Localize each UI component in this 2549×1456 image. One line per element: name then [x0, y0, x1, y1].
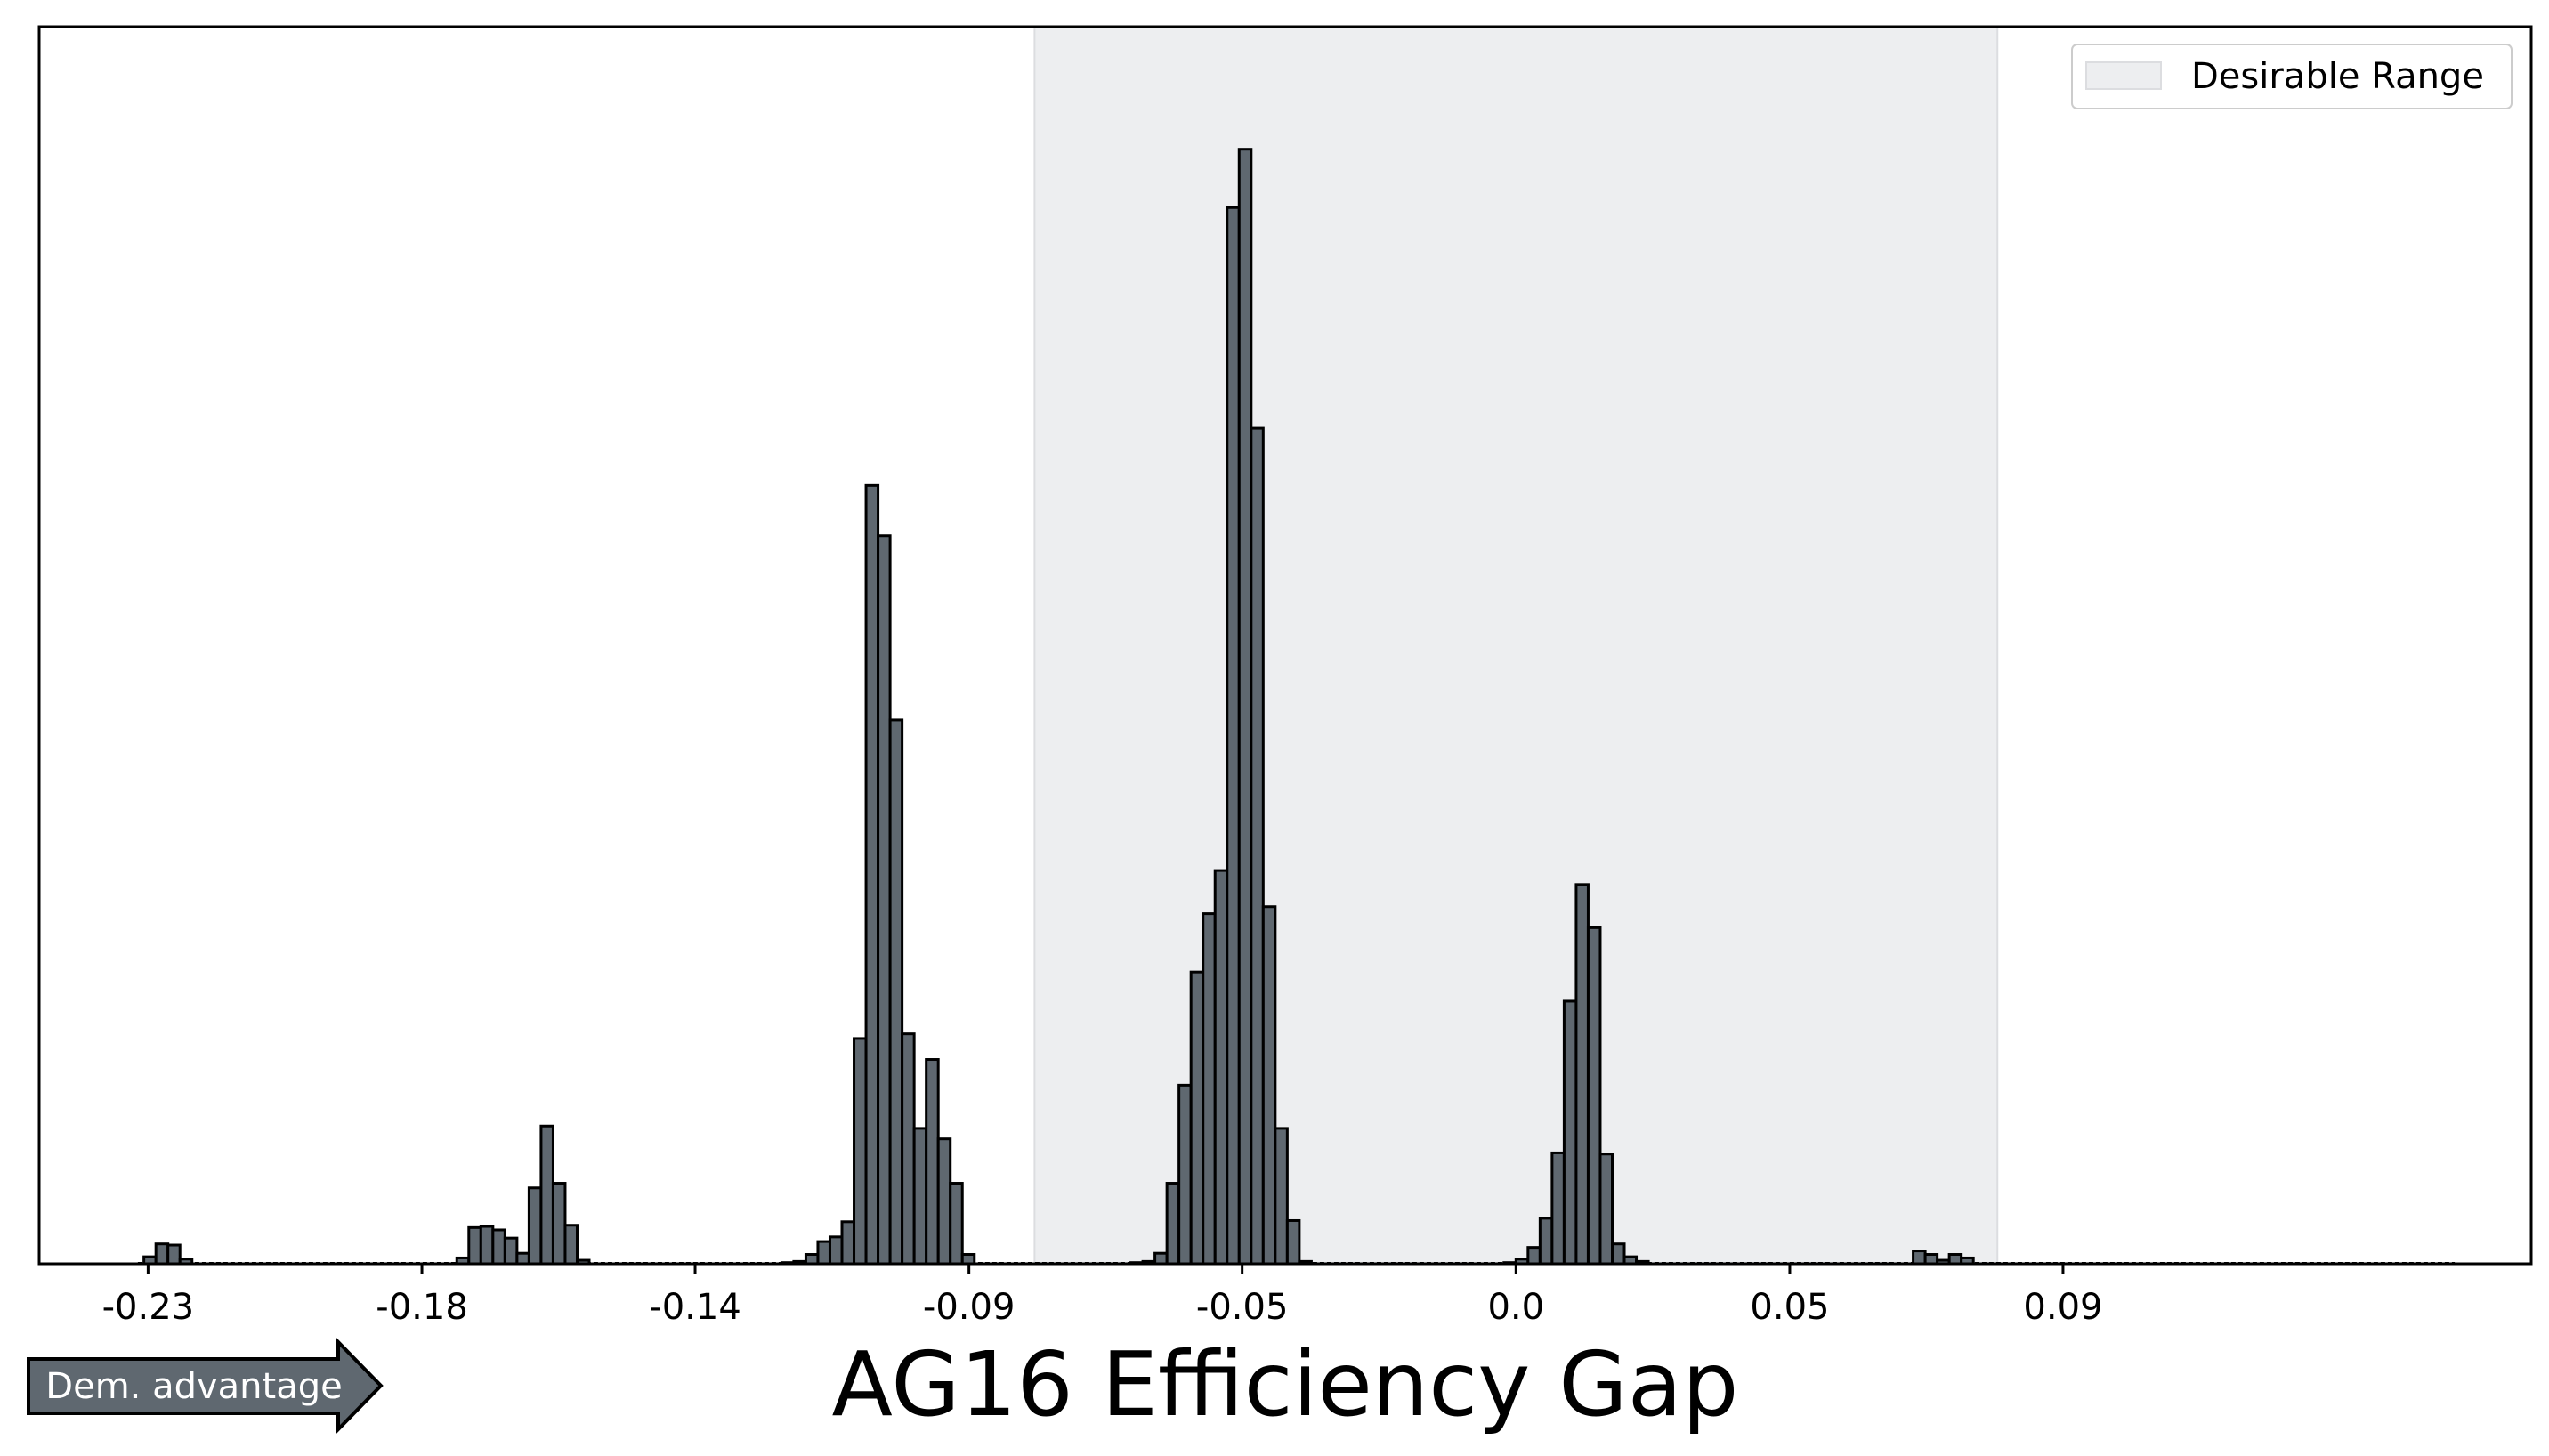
histogram-bar: [1261, 905, 1277, 1266]
histogram-bar: [1226, 206, 1241, 1266]
histogram-bar: [1274, 1127, 1289, 1266]
histogram-bar: [1213, 869, 1229, 1266]
histogram-bar: [1923, 1253, 1939, 1266]
histogram-bar: [960, 1253, 976, 1266]
histogram-bar: [1189, 970, 1205, 1266]
histogram-bar: [1165, 1182, 1181, 1266]
histogram-bar: [888, 718, 904, 1266]
histogram-bar: [527, 1186, 543, 1266]
histogram-bar: [828, 1235, 844, 1266]
x-tick-label: -0.14: [649, 1287, 741, 1328]
histogram-bar: [563, 1224, 579, 1266]
histogram-bar: [1538, 1217, 1554, 1266]
histogram-bar: [840, 1220, 856, 1266]
dem-advantage-arrow: Dem. advantage: [27, 1338, 384, 1434]
histogram-bar: [1574, 883, 1590, 1266]
legend-label-desirable-range: Desirable Range: [2191, 56, 2484, 97]
desirable-range-band: [1033, 26, 1999, 1265]
histogram-bar: [539, 1124, 554, 1266]
histogram-bar: [1947, 1253, 1963, 1266]
histogram-bar: [1598, 1153, 1614, 1266]
histogram-bar: [166, 1243, 182, 1266]
histogram-bar: [1153, 1251, 1169, 1266]
histogram-bar: [1526, 1246, 1542, 1266]
x-tick-label: -0.05: [1196, 1287, 1289, 1328]
histogram-bar: [1202, 912, 1217, 1266]
histogram-bar: [949, 1182, 964, 1266]
x-axis-ticks: -0.23 -0.18 -0.14 -0.09 -0.05 0.0 0.05 0.09: [102, 1264, 2102, 1328]
x-tick-label: 0.05: [1750, 1287, 1829, 1328]
histogram-bar: [816, 1240, 831, 1266]
histogram-bar: [467, 1225, 482, 1266]
histogram-bar: [925, 1058, 940, 1266]
histogram-bar: [1610, 1242, 1626, 1266]
histogram-bar: [515, 1251, 530, 1266]
histogram-bar: [1237, 148, 1253, 1266]
histogram-bar: [853, 1037, 868, 1266]
histogram-bar: [1550, 1151, 1566, 1266]
histogram-bar: [864, 483, 880, 1266]
histogram-bar: [877, 534, 892, 1266]
histogram-bar: [503, 1236, 519, 1266]
legend: Desirable Range: [2071, 44, 2513, 109]
dem-advantage-arrow-shape: [27, 1338, 384, 1434]
histogram-bar: [491, 1228, 506, 1266]
histogram-bar: [154, 1242, 170, 1266]
plot-frame: [37, 25, 2533, 1266]
histogram-bar: [1562, 999, 1578, 1266]
histogram-bar: [901, 1032, 916, 1266]
x-tick-label: -0.23: [102, 1287, 195, 1328]
histogram-bar: [1177, 1083, 1193, 1266]
histogram-bar: [804, 1253, 820, 1266]
x-axis-label: AG16 Efficiency Gap: [832, 1332, 1739, 1436]
x-tick-label: -0.09: [923, 1287, 1016, 1328]
histogram-bar: [912, 1127, 928, 1266]
histogram-bar: [1912, 1250, 1927, 1266]
legend-box: [2071, 44, 2513, 109]
x-tick-label: 0.0: [1487, 1287, 1544, 1328]
histogram-bar: [1586, 926, 1602, 1266]
x-tick-label: 0.09: [2023, 1287, 2102, 1328]
histogram-bar: [936, 1137, 952, 1266]
x-tick-label: -0.18: [376, 1287, 468, 1328]
dem-advantage-label: Dem. advantage: [45, 1366, 342, 1407]
histogram-bar: [1285, 1218, 1301, 1266]
histogram-bar: [1250, 426, 1265, 1266]
histogram-bar: [551, 1182, 567, 1266]
legend-swatch-desirable-range: [2085, 61, 2162, 90]
histogram-bar: [479, 1225, 495, 1266]
